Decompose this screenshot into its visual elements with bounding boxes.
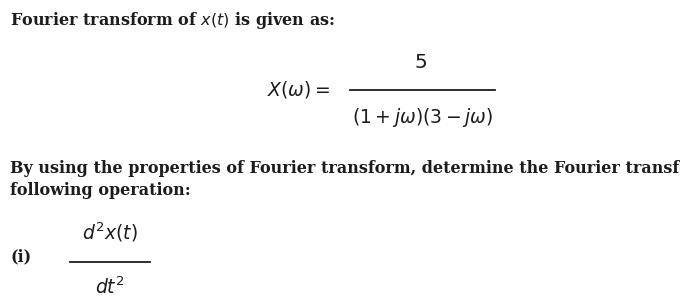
Text: (i): (i) [10,249,31,265]
Text: By using the properties of Fourier transform, determine the Fourier transform of: By using the properties of Fourier trans… [10,160,680,177]
Text: Fourier transform of $x(t)$ is given as:: Fourier transform of $x(t)$ is given as: [10,10,335,31]
Text: following operation:: following operation: [10,182,191,199]
Text: $X(\omega) =$: $X(\omega) =$ [267,79,330,101]
Text: $d^2x(t)$: $d^2x(t)$ [82,221,138,244]
Text: $dt^2$: $dt^2$ [95,277,125,299]
Text: $5$: $5$ [413,52,426,72]
Text: $(1 + j\omega)(3 - j\omega)$: $(1 + j\omega)(3 - j\omega)$ [352,106,494,129]
